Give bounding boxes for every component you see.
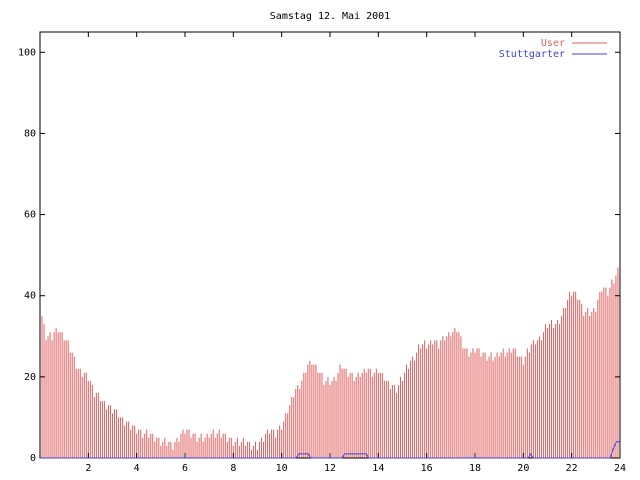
x-tick-label: 18 bbox=[469, 463, 481, 474]
series-lines bbox=[40, 441, 620, 459]
legend: User Stuttgarter bbox=[499, 38, 607, 60]
legend-label-user: User bbox=[541, 38, 565, 49]
stuttgarter-line bbox=[40, 441, 620, 459]
x-tick-label: 24 bbox=[614, 463, 626, 474]
x-tick-label: 4 bbox=[134, 463, 140, 474]
x-tick-label: 12 bbox=[324, 463, 336, 474]
x-tick-label: 14 bbox=[372, 463, 384, 474]
x-tick-label: 8 bbox=[230, 463, 236, 474]
y-tick-label: 20 bbox=[24, 372, 36, 383]
x-tick-label: 2 bbox=[85, 463, 91, 474]
user-bars bbox=[39, 267, 621, 458]
x-tick-label: 6 bbox=[182, 463, 188, 474]
x-tick-label: 10 bbox=[276, 463, 288, 474]
y-tick-label: 40 bbox=[24, 291, 36, 302]
y-tick-label: 0 bbox=[30, 453, 36, 464]
x-tick-label: 16 bbox=[421, 463, 433, 474]
legend-label-stuttgarter: Stuttgarter bbox=[499, 49, 565, 60]
chart-title: Samstag 12. Mai 2001 bbox=[270, 11, 390, 22]
y-tick-label: 100 bbox=[18, 47, 36, 58]
x-tick-label: 20 bbox=[517, 463, 529, 474]
y-tick-label: 60 bbox=[24, 210, 36, 221]
x-tick-label: 22 bbox=[566, 463, 578, 474]
y-tick-label: 80 bbox=[24, 128, 36, 139]
